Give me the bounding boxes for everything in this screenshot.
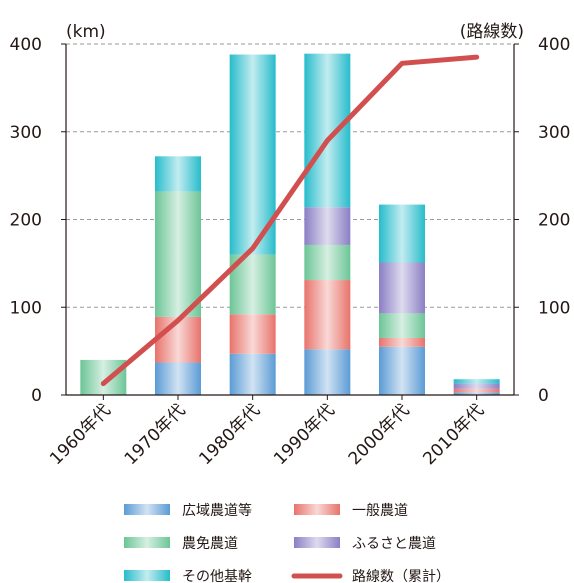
legend-swatch bbox=[124, 537, 170, 548]
legend-swatch bbox=[294, 504, 340, 515]
bar-segment bbox=[155, 156, 201, 192]
bar-segment bbox=[304, 280, 351, 350]
bars bbox=[80, 53, 500, 395]
legend-label: 一般農道 bbox=[352, 503, 408, 519]
bar-segment bbox=[155, 191, 201, 317]
y-right-tick-label: 100 bbox=[538, 298, 570, 318]
bar-segment bbox=[379, 313, 425, 338]
x-category-label: 1990年代 bbox=[270, 400, 339, 469]
bar-segment bbox=[229, 314, 276, 354]
bar-segment bbox=[304, 244, 351, 281]
bar-segment bbox=[229, 54, 276, 255]
bar-segment bbox=[304, 53, 351, 208]
bar-segment bbox=[304, 349, 351, 395]
bar-segment bbox=[155, 316, 201, 363]
bar-segment bbox=[155, 362, 201, 395]
legend-swatch bbox=[124, 570, 170, 581]
x-category-label: 1980年代 bbox=[195, 400, 264, 469]
legend-label: ふるさと農道 bbox=[352, 536, 436, 552]
bar-segment bbox=[80, 359, 127, 395]
x-category-label: 1970年代 bbox=[121, 400, 190, 469]
y-left-unit-label: (km) bbox=[66, 22, 106, 42]
cumulative-line bbox=[100, 54, 480, 387]
bar-segment bbox=[453, 379, 500, 384]
legend-swatch bbox=[124, 504, 170, 515]
x-category-label: 2000年代 bbox=[345, 400, 414, 469]
bar-segment bbox=[453, 383, 500, 389]
legend-label: 広域農道等 bbox=[182, 502, 252, 519]
bar-segment bbox=[379, 262, 425, 314]
y-left-tick-label: 300 bbox=[10, 123, 42, 143]
legend-swatch bbox=[294, 537, 340, 548]
y-right-tick-label: 0 bbox=[538, 386, 549, 406]
y-left-tick-label: 200 bbox=[10, 211, 42, 231]
x-category-label: 2010年代 bbox=[419, 400, 488, 469]
legend-label: 路線数（累計） bbox=[352, 569, 450, 583]
gridlines bbox=[66, 43, 514, 308]
y-left-tick-label: 400 bbox=[10, 35, 42, 55]
y-right-tick-label: 300 bbox=[538, 123, 570, 143]
y-left-tick-label: 0 bbox=[31, 386, 42, 406]
x-category-label: 1960年代 bbox=[46, 400, 115, 469]
y-left-tick-label: 100 bbox=[10, 298, 42, 318]
bar-segment bbox=[379, 337, 425, 347]
bar-segment bbox=[453, 392, 500, 395]
bar-segment bbox=[379, 204, 425, 263]
y-right-unit-label: (路線数) bbox=[460, 22, 524, 42]
cumulative-line-path bbox=[100, 54, 480, 387]
bar-segment bbox=[229, 353, 276, 395]
axes bbox=[61, 43, 519, 400]
bar-segment bbox=[304, 207, 351, 245]
legend-label: その他基幹 bbox=[182, 568, 252, 583]
y-right-tick-label: 200 bbox=[538, 211, 570, 231]
bar-segment bbox=[379, 346, 425, 395]
y-right-tick-label: 400 bbox=[538, 35, 570, 55]
bar-segment bbox=[453, 388, 500, 393]
legend-label: 農免農道 bbox=[182, 536, 238, 552]
